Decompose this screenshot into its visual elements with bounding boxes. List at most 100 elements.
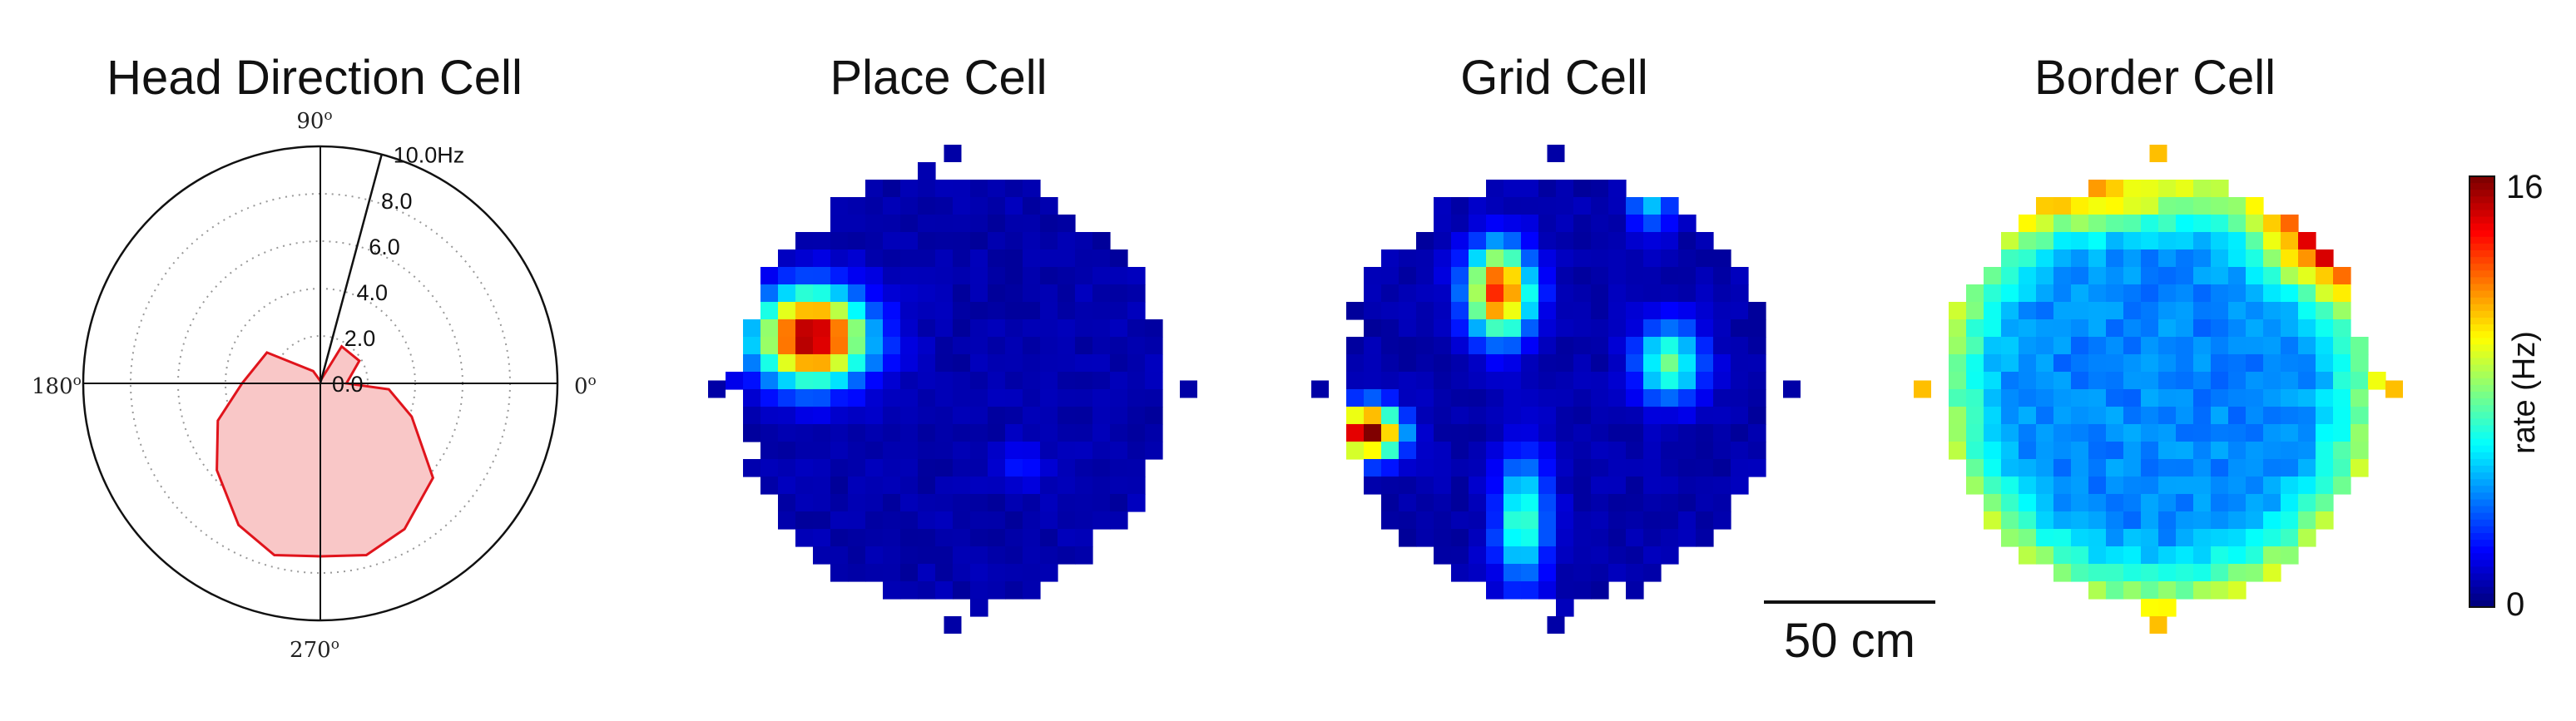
- rate-map-bin: [778, 267, 796, 285]
- rate-map-bin: [1058, 337, 1076, 355]
- rate-map-bin: [1110, 319, 1128, 338]
- rate-map-bin: [2036, 284, 2054, 303]
- rate-map-bin: [1127, 302, 1146, 320]
- rate-map-bin: [1469, 477, 1487, 495]
- rate-map-bin: [1573, 529, 1592, 547]
- rate-map-bin: [2211, 546, 2229, 565]
- rate-map-bin: [944, 145, 962, 162]
- rate-map-bin: [2246, 284, 2264, 303]
- rate-map-bin: [2088, 459, 2107, 477]
- rate-map-bin: [1451, 197, 1469, 215]
- rate-map-bin: [1451, 337, 1469, 355]
- rate-map-bin: [1346, 302, 1365, 320]
- rate-map-bin: [1110, 337, 1128, 355]
- rate-map-bin: [2158, 337, 2177, 355]
- rate-map-bin: [1416, 267, 1434, 285]
- rate-map-bin: [1503, 354, 1522, 373]
- rate-map-bin: [1381, 442, 1399, 460]
- rate-map-bin: [2123, 180, 2142, 198]
- rate-map-bin: [2263, 232, 2281, 250]
- rate-map-bin: [1591, 546, 1609, 565]
- rate-map-bin: [2246, 511, 2264, 530]
- rate-map-bin: [1538, 477, 1557, 495]
- rate-map-bin: [1005, 267, 1023, 285]
- rate-map-bin: [1661, 302, 1679, 320]
- rate-map-bin: [918, 546, 936, 565]
- rate-map-bin: [935, 372, 954, 390]
- rate-map-bin: [2123, 459, 2142, 477]
- rate-map-bin: [1486, 511, 1504, 530]
- rate-map-bin: [2351, 424, 2369, 442]
- rate-map-bin: [1713, 284, 1731, 303]
- rate-map-bin: [2036, 477, 2054, 495]
- rate-map-bin: [1661, 407, 1679, 425]
- rate-map-bin: [2158, 372, 2177, 390]
- rate-map-bin: [1731, 442, 1749, 460]
- rate-map-bin: [953, 494, 971, 512]
- rate-map-bin: [1556, 424, 1574, 442]
- rate-map-bin: [830, 337, 849, 355]
- rate-map-bin: [883, 564, 901, 582]
- colorbar-step: [2469, 203, 2494, 211]
- polar-axes: [82, 145, 559, 622]
- rate-map-bin: [1538, 494, 1557, 512]
- rate-map-bin: [2316, 424, 2334, 442]
- rate-map-bin: [2019, 354, 2037, 373]
- rate-map-bin: [2281, 511, 2299, 530]
- colorbar-min-label: 0: [2506, 586, 2524, 623]
- rate-map-bin: [1040, 494, 1058, 512]
- rate-map-bin: [2246, 197, 2264, 215]
- rate-map-bin: [1661, 546, 1679, 565]
- rate-map-bin: [1127, 372, 1146, 390]
- rate-map-bin: [2246, 389, 2264, 407]
- rate-map-bin: [1075, 511, 1093, 530]
- rate-map-bin: [1748, 337, 1766, 355]
- rate-map-bin: [1643, 284, 1662, 303]
- rate-map-bin: [2106, 372, 2124, 390]
- rate-map-bin: [1434, 477, 1452, 495]
- rate-map-bin: [2263, 389, 2281, 407]
- rate-map-bin: [1521, 267, 1539, 285]
- rate-map-bin: [935, 581, 954, 600]
- rate-map-bin: [1092, 407, 1111, 425]
- rate-map-bin: [2141, 529, 2159, 547]
- rate-map-bin: [900, 267, 919, 285]
- rate-map-bin: [2071, 477, 2089, 495]
- rate-map-bin: [2158, 511, 2177, 530]
- rate-map-bin: [900, 424, 919, 442]
- rate-map-bin: [1469, 249, 1487, 268]
- colorbar-max-label: 16: [2506, 169, 2544, 205]
- rate-map-bin: [1696, 249, 1714, 268]
- rate-map-bin: [1110, 372, 1128, 390]
- scale-bar-label: 50 cm: [1784, 614, 1915, 668]
- rate-map-bin: [1678, 354, 1697, 373]
- angle-label-0: 0o: [574, 373, 597, 399]
- rate-map-bin: [1626, 529, 1644, 547]
- rate-map-bin: [1748, 407, 1766, 425]
- rate-map-bin: [2141, 249, 2159, 268]
- rate-map-bin: [1058, 249, 1076, 268]
- rate-map-bin: [900, 232, 919, 250]
- rate-map-bin: [1696, 232, 1714, 250]
- rate-map-bin: [1731, 389, 1749, 407]
- colorbar-step: [2469, 412, 2494, 420]
- rate-map-bin: [1556, 284, 1574, 303]
- rate-map-bin: [1626, 581, 1644, 600]
- rate-map-bin: [2001, 407, 2019, 425]
- rate-map-bin: [2071, 354, 2089, 373]
- rate-map-bin: [1434, 267, 1452, 285]
- rate-map-bin: [1626, 564, 1644, 582]
- rate-map-bin: [1058, 459, 1076, 477]
- rate-map-bin: [795, 302, 814, 320]
- rate-map-bin: [1678, 249, 1697, 268]
- rate-map-bin: [1731, 459, 1749, 477]
- rate-map-bin: [2123, 197, 2142, 215]
- colorbar-step: [2469, 566, 2494, 575]
- rate-map-bin: [1608, 511, 1627, 530]
- rate-map-bin: [778, 477, 796, 495]
- rate-map-bin: [865, 249, 884, 268]
- rate-map-bin: [2176, 215, 2194, 233]
- rate-map-bin: [918, 494, 936, 512]
- rate-map-bin: [2193, 372, 2212, 390]
- rate-map-bin: [778, 337, 796, 355]
